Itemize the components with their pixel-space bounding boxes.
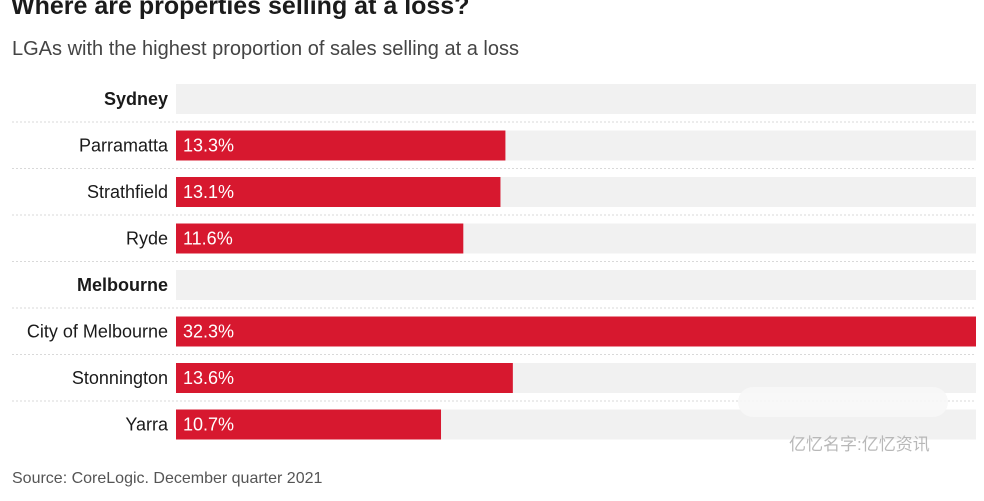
watermark-text: 亿忆名字:亿忆资讯 [789,435,930,454]
bar [176,363,513,393]
category-label: Ryde [126,229,168,249]
chart-subtitle: LGAs with the highest proportion of sale… [12,38,519,60]
category-label: Yarra [125,415,169,435]
group-label: Sydney [104,89,168,109]
bar [176,409,442,440]
category-label: City of Melbourne [27,322,168,342]
group-track [176,270,976,300]
data-label: 11.6% [183,229,233,249]
data-label: 13.3% [183,136,234,156]
bar-chart: Sydney Parramatta 13.3% Strathfield 13.1% Ryd… [12,84,976,440]
category-label: Strathfield [87,182,168,202]
bar [176,177,501,207]
group-label: Melbourne [77,275,168,295]
category-label: Stonnington [72,368,168,388]
watermark-logo [738,387,948,417]
source-note: Source: CoreLogic. December quarter 2021 [12,470,323,487]
bar [176,223,464,254]
chart-title: Where are properties selling at a loss? [11,0,470,20]
data-label: 13.1% [183,182,234,202]
group-track [176,84,976,114]
bar [176,316,976,347]
bar [176,130,506,161]
data-label: 10.7% [183,415,234,435]
category-label: Parramatta [79,136,169,156]
data-label: 13.6% [183,368,234,388]
data-label: 32.3% [183,322,234,342]
